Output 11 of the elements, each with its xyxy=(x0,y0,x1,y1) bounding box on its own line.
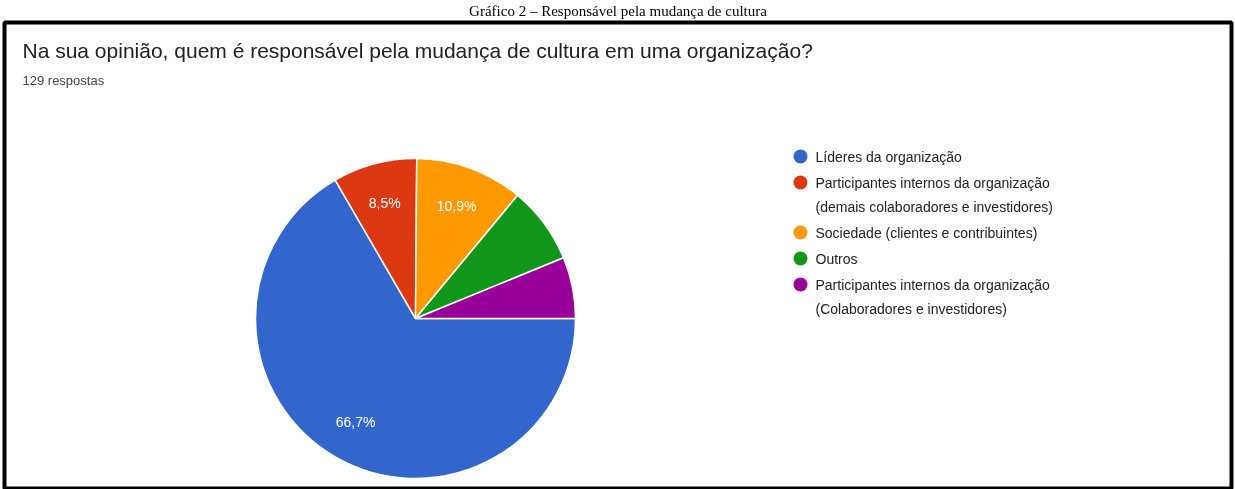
data-label: 10,9% xyxy=(436,197,477,214)
legend-label: Participantes internos da organização (demais colaboradores e investidores) xyxy=(815,174,1053,215)
text: 129 respostas xyxy=(22,73,105,88)
text: Gráfico 2 – Responsável pela mudança de cultura xyxy=(469,2,768,19)
legend-label: Líderes da organização xyxy=(815,148,963,165)
chart-title: Na sua opinião, quem é responsável pela mudança de cultura em uma organização? xyxy=(22,39,813,62)
legend-label: Outros xyxy=(815,250,858,267)
data-label: 66,7% xyxy=(335,414,376,431)
legend-label: Sociedade (clientes e contribuintes) xyxy=(815,224,1038,241)
legend-label: Participantes internos da organização (Colaboradores e investidores) xyxy=(815,276,1050,317)
data-label: 8,5% xyxy=(368,194,401,211)
